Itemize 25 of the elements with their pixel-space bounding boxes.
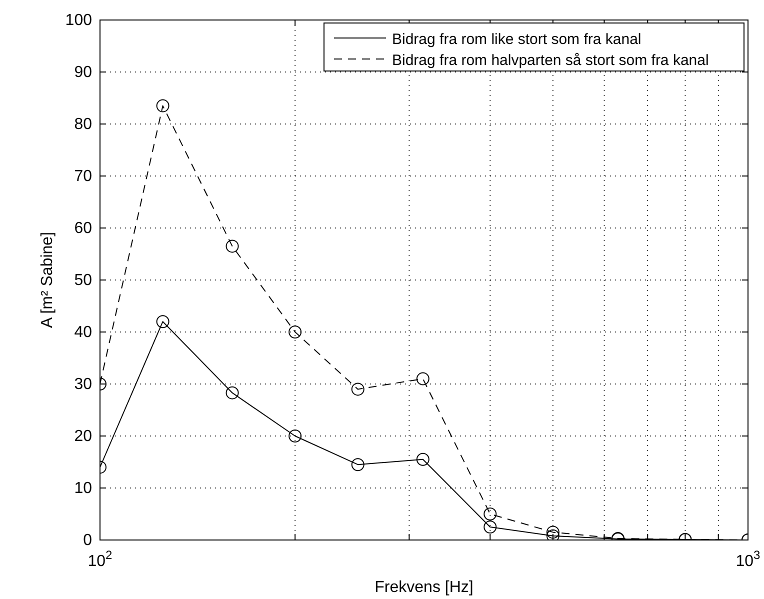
y-tick-label: 20 xyxy=(74,428,92,445)
x-tick-label: 10$^{3}$ xyxy=(736,548,761,570)
point xyxy=(546,526,560,539)
y-tick-label: 60 xyxy=(74,220,92,237)
point xyxy=(416,372,430,386)
y-tick-label: 100 xyxy=(65,12,92,29)
y-tick-label: 30 xyxy=(74,376,92,393)
y-tick-label: 80 xyxy=(74,116,92,133)
y-tick-label: 10 xyxy=(74,480,92,497)
y-tick-label: 70 xyxy=(74,168,92,185)
y-axis-title: A [m² Sabine] xyxy=(39,232,56,328)
point xyxy=(546,529,560,540)
point xyxy=(416,452,430,466)
x-axis-title: Frekvens [Hz] xyxy=(374,579,474,596)
y-tick-label: 40 xyxy=(74,324,92,341)
y-tick-label: 0 xyxy=(83,532,92,549)
point xyxy=(226,240,239,253)
legend-label: Bidrag fra rom like stort som fra kanal xyxy=(392,31,642,48)
legend-label: Bidrag fra rom halvparten så stort som fra kanal xyxy=(392,52,709,69)
y-tick-label: 50 xyxy=(74,272,92,289)
point xyxy=(288,326,302,338)
point xyxy=(226,386,239,400)
y-tick-label: 90 xyxy=(74,64,92,81)
x-tick-label: 10$^{2}$ xyxy=(88,548,113,570)
point xyxy=(288,430,302,442)
